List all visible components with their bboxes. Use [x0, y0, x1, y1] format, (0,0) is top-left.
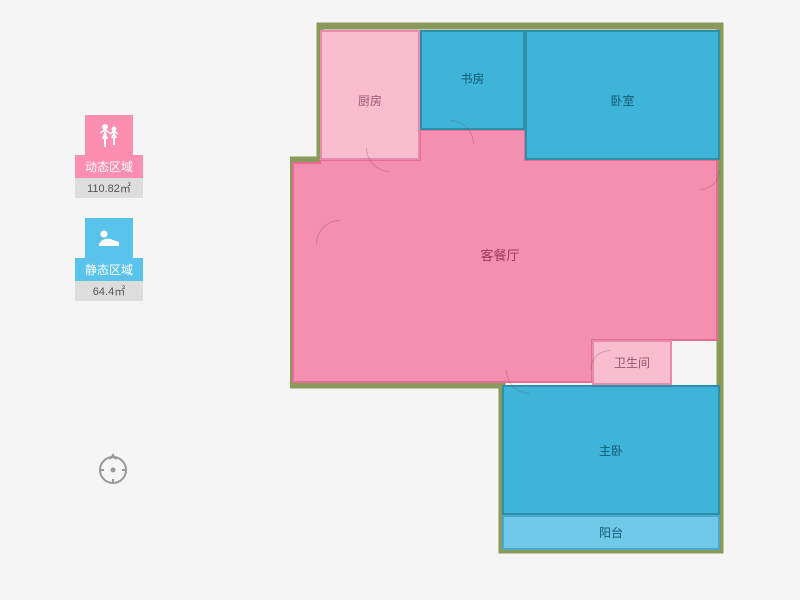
room-master_bedroom: 主卧	[502, 385, 720, 515]
floorplan: 客餐厅 厨房 书房卧室卫生间主卧阳台	[290, 20, 740, 570]
legend-static-value: 64.4㎡	[75, 281, 143, 301]
legend-panel: 动态区域 110.82㎡ 静态区域 64.4㎡	[75, 115, 143, 321]
room-study: 书房	[420, 30, 525, 130]
people-icon	[85, 115, 133, 155]
legend-dynamic: 动态区域 110.82㎡	[75, 115, 143, 198]
room-label-master_bedroom: 主卧	[599, 442, 623, 459]
room-kitchen: 厨房	[320, 30, 420, 160]
room-label-bedroom: 卧室	[610, 92, 634, 109]
room-label-kitchen: 厨房	[358, 92, 382, 109]
legend-static-label: 静态区域	[75, 258, 143, 281]
legend-dynamic-value: 110.82㎡	[75, 178, 143, 198]
room-label-study: 书房	[460, 70, 484, 87]
room-label-bathroom: 卫生间	[614, 354, 650, 371]
room-balcony: 阳台	[502, 515, 720, 550]
rest-icon	[85, 218, 133, 258]
room-label-balcony: 阳台	[599, 524, 623, 541]
compass-icon	[95, 450, 131, 486]
legend-static: 静态区域 64.4㎡	[75, 218, 143, 301]
living-dining-label: 客餐厅	[480, 248, 519, 263]
room-bedroom: 卧室	[525, 30, 720, 160]
legend-dynamic-label: 动态区域	[75, 155, 143, 178]
